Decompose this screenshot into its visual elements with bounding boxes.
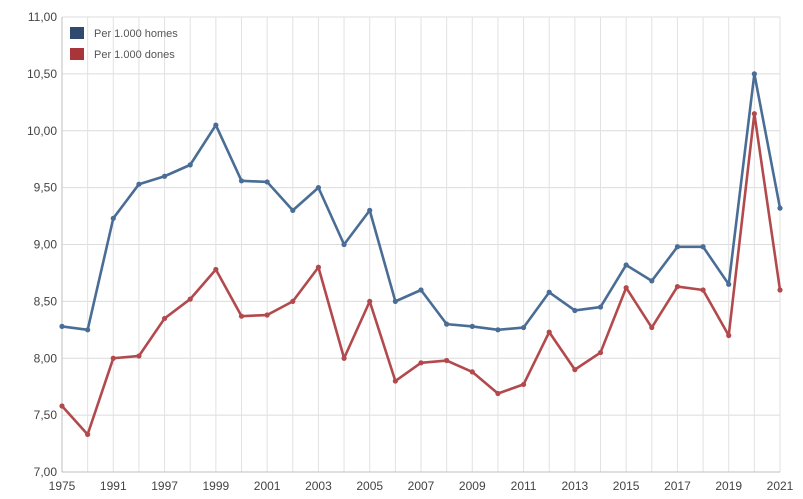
data-point-0: [597, 304, 604, 310]
data-point-0: [623, 262, 629, 268]
data-point-0: [777, 205, 783, 211]
data-point-1: [495, 390, 501, 397]
data-point-0: [520, 324, 527, 331]
y-tick-label: 7,00: [34, 465, 58, 479]
x-tick-label: 2013: [562, 479, 589, 493]
data-point-1: [187, 296, 193, 302]
data-point-1: [264, 312, 270, 318]
data-point-0: [136, 181, 142, 187]
y-tick-label: 7,50: [34, 408, 58, 422]
x-tick-label: 2005: [356, 479, 383, 493]
data-point-0: [469, 323, 475, 329]
data-point-1: [341, 355, 347, 361]
data-point-0: [418, 287, 424, 293]
x-tick-label: 2009: [459, 479, 486, 493]
data-point-0: [161, 173, 168, 179]
series-layer: [59, 71, 783, 438]
x-tick-label: 2021: [767, 479, 794, 493]
data-point-0: [110, 215, 116, 221]
legend-label-homes: Per 1.000 homes: [94, 28, 178, 40]
y-tick-label: 9,00: [34, 238, 58, 252]
data-point-0: [85, 327, 91, 333]
data-point-0: [341, 241, 347, 248]
y-tick-label: 8,00: [34, 351, 58, 365]
data-point-0: [59, 323, 65, 329]
y-tick-label: 8,50: [34, 294, 58, 308]
data-point-0: [726, 281, 732, 287]
x-tick-label: 1997: [151, 479, 178, 493]
data-point-1: [623, 285, 629, 291]
x-tick-label: 1991: [100, 479, 127, 493]
x-tick-label: 2001: [254, 479, 281, 493]
y-tick-label: 10,00: [27, 124, 57, 138]
legend: Per 1.000 homes Per 1.000 dones: [70, 27, 178, 61]
grid-lines: [61, 16, 781, 473]
data-point-1: [367, 298, 373, 304]
legend-label-dones: Per 1.000 dones: [94, 49, 175, 61]
y-tick-label: 11,00: [28, 10, 57, 24]
data-point-1: [444, 357, 450, 364]
data-point-1: [751, 111, 757, 117]
data-point-1: [649, 324, 655, 331]
data-point-1: [238, 313, 245, 319]
data-point-0: [213, 122, 219, 128]
x-tick-label: 2011: [511, 479, 537, 493]
data-point-1: [469, 369, 475, 375]
data-point-0: [700, 244, 706, 250]
data-point-0: [264, 179, 270, 185]
data-point-1: [572, 367, 578, 373]
data-point-1: [213, 266, 219, 273]
data-point-0: [238, 178, 245, 184]
y-tick-label: 10,50: [27, 67, 57, 81]
data-point-0: [572, 307, 578, 314]
data-point-0: [751, 71, 757, 77]
x-tick-label: 2007: [408, 479, 435, 493]
data-point-0: [290, 207, 296, 213]
x-tick-label: 2003: [305, 479, 332, 493]
y-axis: 7,00 7,50 8,00 8,50 9,00 9,50 10,00 10,50 11,00: [27, 10, 63, 479]
data-point-1: [315, 264, 322, 270]
data-point-1: [520, 381, 527, 388]
data-point-1: [110, 355, 116, 361]
data-point-0: [444, 321, 450, 327]
data-point-1: [777, 287, 783, 293]
data-point-1: [136, 353, 142, 359]
data-point-1: [392, 378, 398, 384]
data-point-1: [597, 349, 604, 356]
data-point-1: [59, 403, 65, 409]
x-axis: 1975 1991 1997 1999 2001 2003 2005 2007 2009 2011…: [49, 471, 794, 493]
data-point-0: [674, 244, 681, 250]
data-point-1: [290, 298, 296, 304]
data-point-0: [546, 289, 552, 295]
legend-swatch-homes: [70, 27, 84, 39]
data-point-1: [674, 283, 681, 290]
data-point-1: [726, 332, 732, 339]
x-tick-label: 1999: [203, 479, 230, 493]
data-point-1: [546, 329, 552, 335]
data-point-1: [700, 287, 706, 293]
data-point-0: [649, 278, 655, 284]
data-point-1: [85, 431, 91, 438]
data-point-0: [315, 185, 322, 191]
data-point-1: [418, 360, 424, 366]
x-tick-label: 1975: [49, 479, 76, 493]
legend-swatch-dones: [70, 48, 84, 60]
data-point-0: [495, 327, 501, 333]
y-tick-label: 9,50: [34, 181, 58, 195]
x-tick-label: 2019: [715, 479, 742, 493]
x-tick-label: 2015: [613, 479, 640, 493]
x-tick-label: 2017: [664, 479, 691, 493]
data-point-1: [161, 315, 168, 322]
data-point-0: [367, 207, 373, 213]
data-point-0: [392, 298, 398, 304]
data-point-0: [187, 162, 193, 168]
